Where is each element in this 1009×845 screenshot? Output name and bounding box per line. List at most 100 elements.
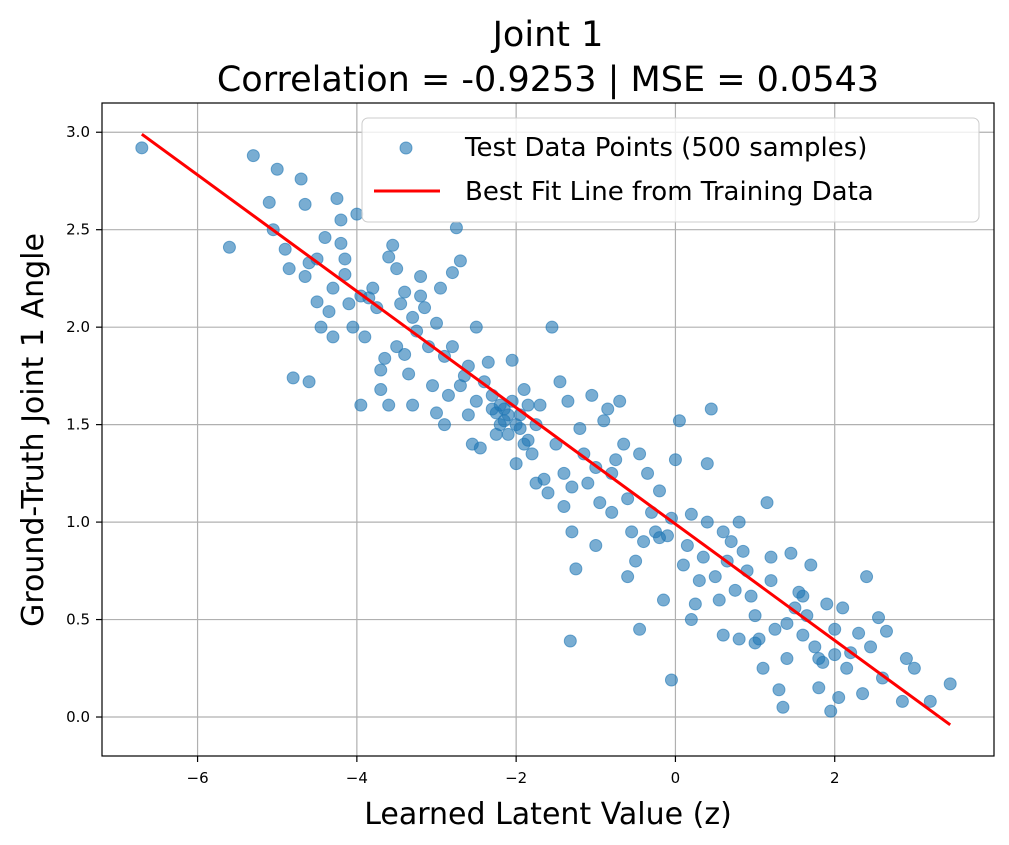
data-point <box>617 437 631 451</box>
data-point <box>633 622 647 636</box>
data-point <box>135 141 149 155</box>
data-point <box>406 398 420 412</box>
chart-subtitle: Correlation = -0.9253 | MSE = 0.0543 <box>217 60 879 100</box>
data-point <box>314 320 328 334</box>
data-points <box>135 141 957 718</box>
data-point <box>828 648 842 662</box>
data-point <box>358 330 372 344</box>
data-point <box>716 525 730 539</box>
data-point <box>796 589 810 603</box>
legend: Test Data Points (500 samples) Best Fit … <box>361 117 980 223</box>
data-point <box>414 269 428 283</box>
data-point <box>525 447 539 461</box>
best-fit-line <box>140 132 952 727</box>
data-point <box>692 574 706 588</box>
data-point <box>322 305 336 319</box>
data-point <box>585 388 599 402</box>
data-point <box>350 207 364 221</box>
data-point <box>696 550 710 564</box>
data-point <box>780 652 794 666</box>
data-point <box>437 418 451 432</box>
data-point <box>923 694 937 708</box>
data-point <box>338 268 352 282</box>
data-point <box>824 704 838 718</box>
data-point <box>517 437 531 451</box>
data-point <box>625 525 639 539</box>
data-point <box>398 285 412 299</box>
data-point <box>346 320 360 334</box>
data-point <box>601 402 615 416</box>
data-point <box>469 394 483 408</box>
x-axis-label: Learned Latent Value (z) <box>364 797 732 832</box>
data-point <box>334 213 348 227</box>
data-point <box>656 593 670 607</box>
data-point <box>676 558 690 572</box>
data-point <box>270 162 284 176</box>
data-point <box>449 221 463 235</box>
data-point <box>382 398 396 412</box>
y-axis-label: Ground-Truth Joint 1 Angle <box>16 233 51 627</box>
data-point <box>390 340 404 354</box>
data-point <box>629 554 643 568</box>
x-tick-label: −2 <box>505 769 527 787</box>
data-point <box>672 414 686 428</box>
data-point <box>565 525 579 539</box>
data-point <box>784 546 798 560</box>
data-point <box>856 687 870 701</box>
data-point <box>864 640 878 654</box>
data-point <box>222 240 236 254</box>
data-point <box>633 447 647 461</box>
data-point <box>852 626 866 640</box>
data-point <box>430 316 443 330</box>
data-point <box>406 310 420 324</box>
data-point <box>748 636 762 650</box>
data-point <box>298 269 312 283</box>
data-point <box>684 613 698 627</box>
best-fit-line-group <box>140 132 952 727</box>
data-point <box>796 628 810 642</box>
data-point <box>756 661 770 675</box>
data-point <box>533 398 547 412</box>
data-point <box>278 242 292 256</box>
data-point <box>402 367 416 381</box>
data-point <box>895 694 909 708</box>
y-tick-label: 2.5 <box>66 221 90 239</box>
chart-title: Joint 1 <box>491 15 604 55</box>
data-point <box>561 394 575 408</box>
data-point <box>581 476 595 490</box>
data-point <box>298 197 312 211</box>
data-point <box>473 441 487 455</box>
data-point <box>326 330 340 344</box>
data-point <box>565 480 579 494</box>
data-point <box>768 622 782 636</box>
y-tick-label: 0.0 <box>66 708 90 726</box>
data-point <box>724 535 738 549</box>
data-point <box>557 466 571 480</box>
legend-marker-scatter <box>399 141 413 155</box>
data-point <box>569 562 583 576</box>
data-point <box>481 355 495 369</box>
data-point <box>294 172 308 186</box>
data-point <box>310 295 324 309</box>
y-tick-label: 1.0 <box>66 513 90 531</box>
data-point <box>872 611 886 625</box>
data-point <box>776 700 790 714</box>
data-point <box>744 589 758 603</box>
data-point <box>668 453 682 467</box>
data-point <box>712 593 726 607</box>
data-point <box>700 457 714 471</box>
data-point <box>780 616 794 630</box>
data-point <box>414 289 428 303</box>
data-point <box>860 570 874 584</box>
data-point <box>664 673 678 687</box>
data-point <box>354 398 368 412</box>
data-point <box>469 320 483 334</box>
y-tick-label: 3.0 <box>66 123 90 141</box>
data-point <box>557 499 571 513</box>
data-point <box>764 550 778 564</box>
y-axis-ticks: 0.0 0.5 1.0 1.5 2.0 2.5 3.0 <box>66 123 102 726</box>
data-point <box>653 531 666 545</box>
data-point <box>374 363 388 377</box>
data-point <box>879 624 893 638</box>
